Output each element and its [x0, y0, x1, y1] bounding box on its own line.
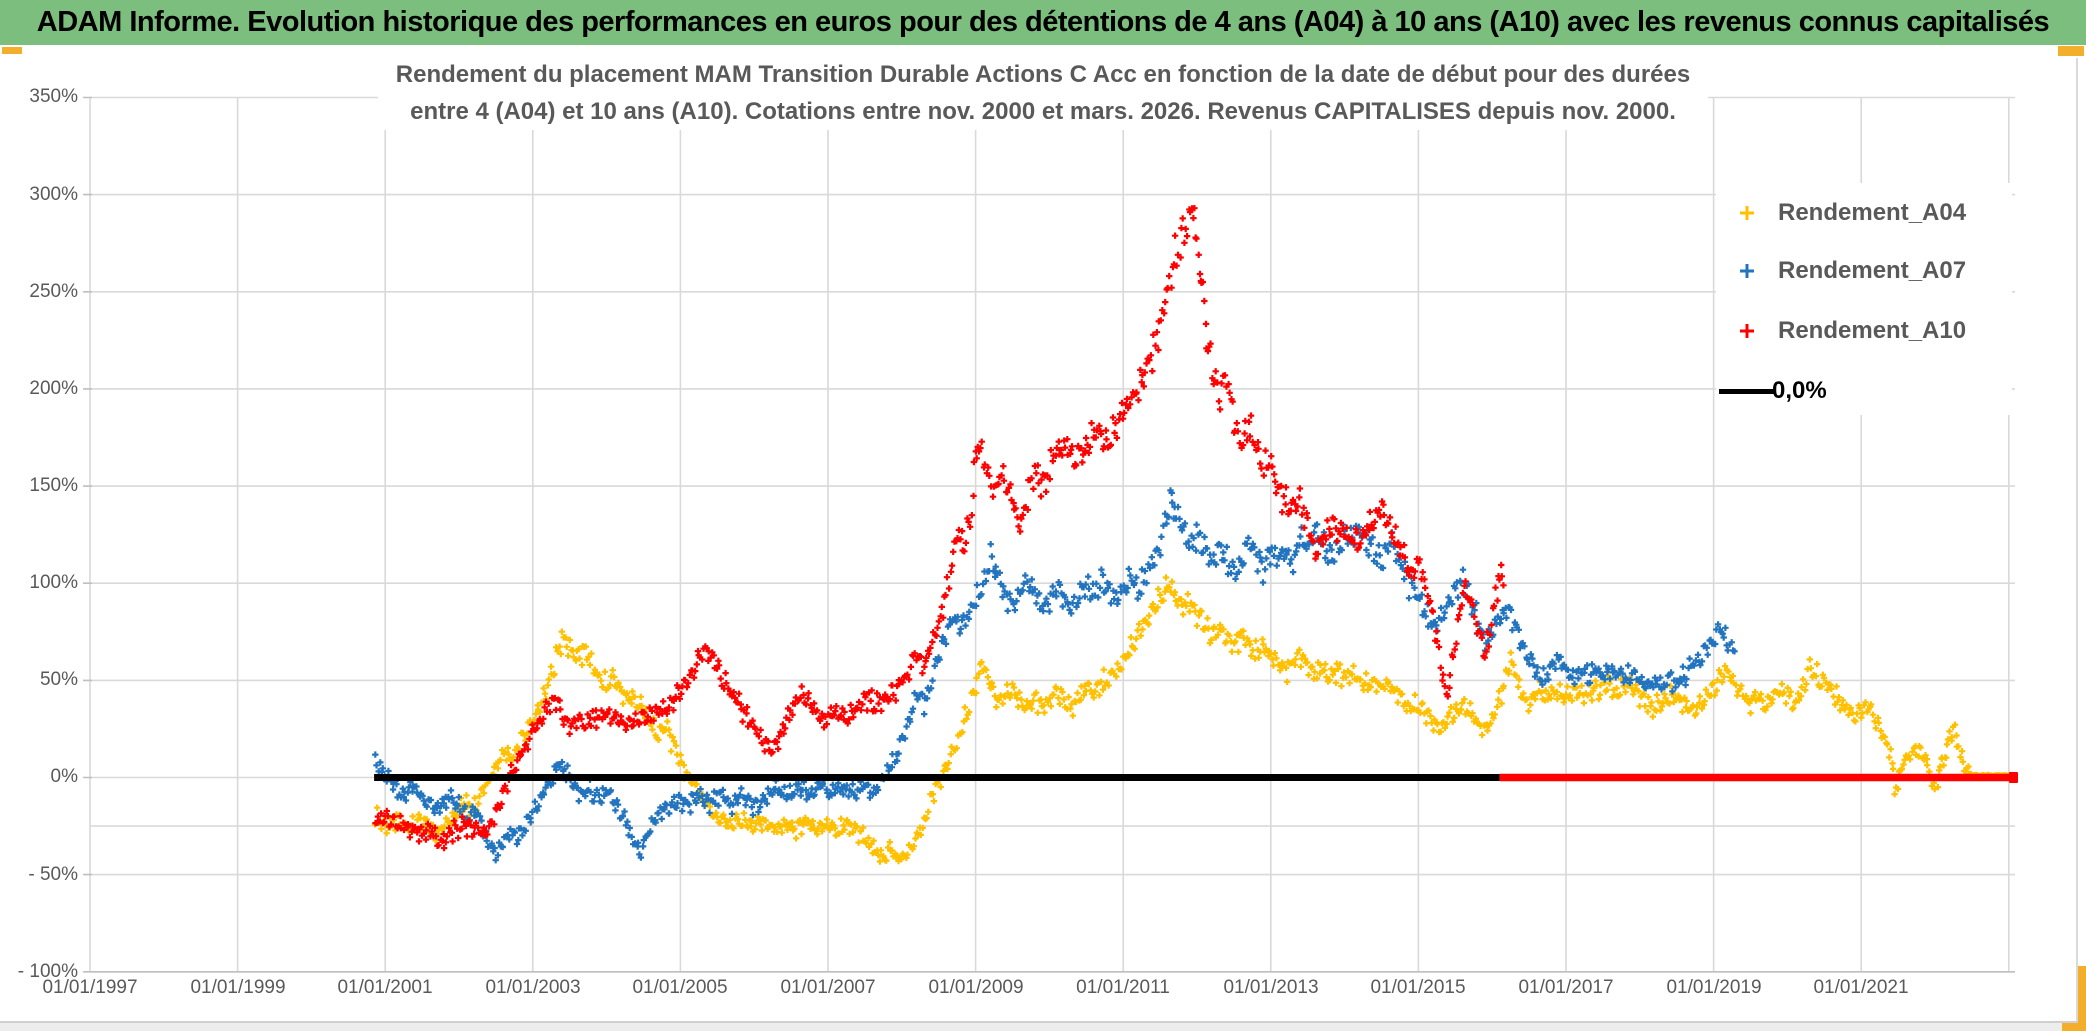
- legend-label: Rendement_A10: [1778, 317, 1967, 344]
- legend-item-rendement-a07: Rendement_A07: [1716, 255, 2012, 287]
- y-axis-tick-label: 350%: [29, 86, 78, 107]
- orange-accent-bottom-right: [2062, 1023, 2086, 1031]
- x-axis-tick-label: 01/01/2011: [1076, 977, 1170, 998]
- x-axis-tick-label: 01/01/1997: [42, 977, 138, 998]
- legend: Rendement_A04 Rendement_A07 Rendement_A1…: [1716, 183, 2012, 415]
- x-axis-tick-label: 01/01/2021: [1813, 977, 1909, 998]
- chart-title-line2: entre 4 (A04) et 10 ans (A10). Cotations…: [410, 98, 1676, 125]
- legend-item-rendement-a10: Rendement_A10: [1716, 315, 2012, 347]
- x-axis-tick-label: 01/01/1999: [190, 977, 286, 998]
- x-axis-tick-label: 01/01/2003: [485, 977, 581, 998]
- chart-right-border: [2076, 58, 2078, 1021]
- x-axis-tick-label: 01/01/2019: [1666, 977, 1762, 998]
- legend-item-zero-line: 0,0%: [1716, 375, 2012, 407]
- y-axis-tick-label: 100%: [29, 572, 78, 593]
- series-rendement-a10: [372, 205, 1507, 852]
- chart-title: Rendement du placement MAM Transition Du…: [378, 56, 1708, 130]
- x-axis-tick-label: 01/01/2001: [337, 977, 433, 998]
- legend-item-rendement-a04: Rendement_A04: [1716, 197, 2012, 229]
- y-axis-tick-label: 50%: [39, 669, 78, 690]
- zero-line-icon: [1716, 388, 1778, 394]
- y-axis-tick-label: - 100%: [17, 961, 78, 982]
- bottom-strip: [0, 1023, 2086, 1031]
- chart-title-line1: Rendement du placement MAM Transition Du…: [395, 61, 1691, 88]
- legend-label: Rendement_A07: [1778, 257, 1967, 284]
- orange-accent-top-left: [2, 47, 22, 54]
- series-rendement-a07: [372, 487, 1738, 864]
- y-axis-tick-label: - 50%: [28, 864, 78, 885]
- legend-label: 0,0%: [1772, 377, 1827, 404]
- x-axis-tick-label: 01/01/2009: [928, 977, 1024, 998]
- header-band: ADAM Informe. Evolution historique des p…: [0, 0, 2086, 45]
- axis-lines: [83, 96, 2015, 973]
- y-axis-tick-label: 0%: [50, 766, 78, 787]
- x-axis-tick-label: 01/01/2005: [632, 977, 728, 998]
- y-axis-tick-label: 300%: [29, 184, 78, 205]
- x-axis-tick-label: 01/01/2013: [1223, 977, 1319, 998]
- chart-bottom-border: [0, 1021, 2086, 1023]
- y-axis-tick-label: 150%: [29, 475, 78, 496]
- plus-marker-icon: [1716, 198, 1778, 228]
- orange-accent-top-right: [2058, 46, 2084, 56]
- x-axis-tick-label: 01/01/2007: [780, 977, 876, 998]
- page-title: ADAM Informe. Evolution historique des p…: [36, 6, 2050, 38]
- plus-marker-icon: [1716, 256, 1778, 286]
- orange-accent-right: [2078, 966, 2086, 1031]
- red-zero-line-endcap: [2009, 772, 2018, 783]
- x-axis-tick-label: 01/01/2015: [1370, 977, 1466, 998]
- y-axis-tick-label: 200%: [29, 378, 78, 399]
- legend-label: Rendement_A04: [1778, 199, 1967, 226]
- x-axis-tick-label: 01/01/2017: [1518, 977, 1614, 998]
- plus-marker-icon: [1716, 316, 1778, 346]
- y-axis-tick-label: 250%: [29, 281, 78, 302]
